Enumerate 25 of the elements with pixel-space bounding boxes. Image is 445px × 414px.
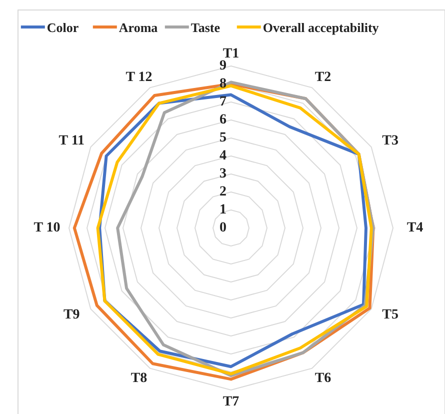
spoke-label: T1: [222, 46, 240, 62]
spoke-label: T2: [314, 70, 332, 85]
legend-label: Color: [46, 20, 79, 35]
legend-label: Aroma: [118, 20, 158, 35]
spoke-label: T 11: [58, 134, 85, 148]
spoke-label: T7: [222, 394, 240, 410]
spoke-label: T4: [406, 220, 424, 236]
legend-label: Overall acceptability: [262, 20, 380, 35]
spoke-label: T8: [130, 371, 148, 386]
y-tick-label: 0: [220, 220, 226, 236]
y-tick-label: 9: [220, 58, 226, 74]
spoke-label: T3: [382, 134, 399, 148]
y-tick-label: 7: [220, 94, 226, 110]
y-tick-label: 6: [220, 112, 226, 128]
y-tick-label: 1: [220, 202, 226, 218]
spoke-label: T 12: [126, 70, 152, 85]
y-tick-label: 5: [220, 130, 226, 146]
y-tick-label: 4: [220, 148, 226, 164]
spoke-label: T 10: [34, 220, 60, 236]
spoke-label: T5: [382, 308, 399, 322]
y-tick-label: 2: [220, 184, 226, 200]
spoke-label: T6: [314, 371, 332, 386]
spoke-label: T9: [63, 308, 80, 322]
y-tick-label: 3: [220, 166, 226, 182]
legend-label: Taste: [190, 20, 220, 35]
